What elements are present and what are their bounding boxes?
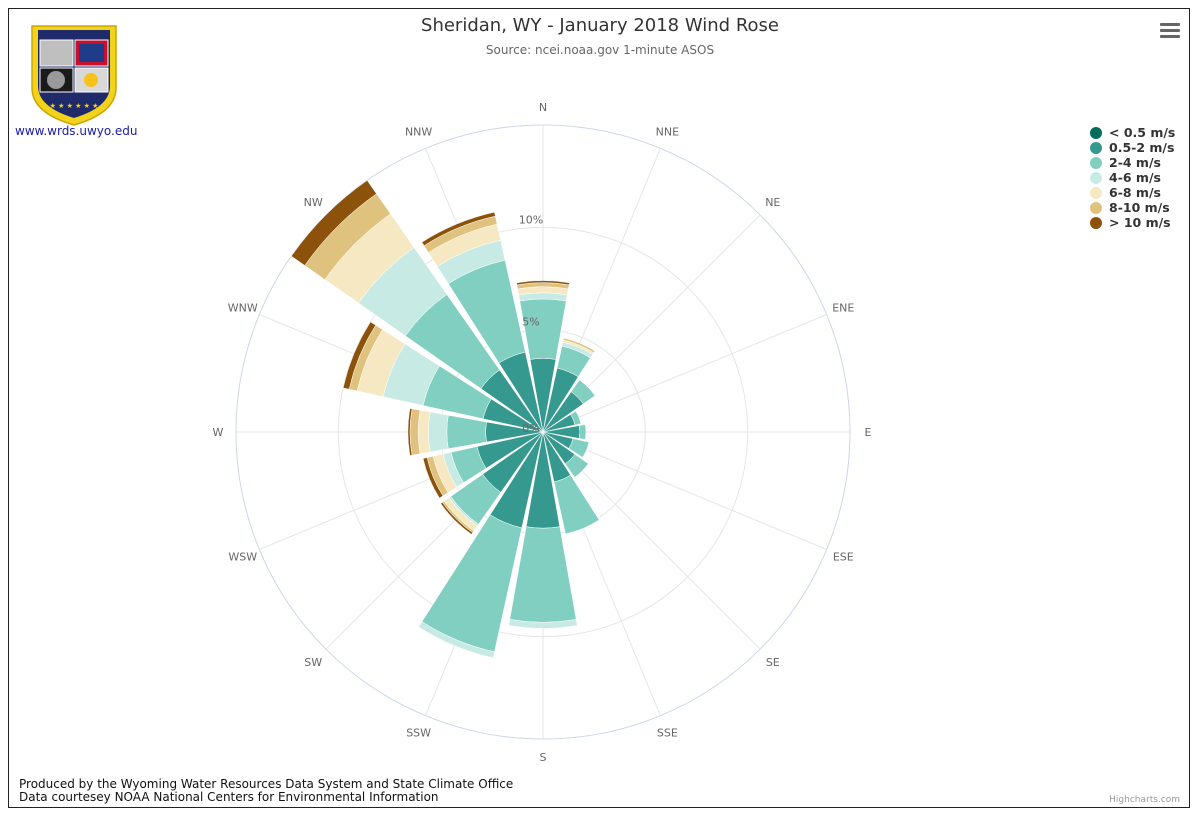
site-link[interactable]: www.wrds.uwyo.edu (15, 124, 138, 138)
chart-frame (8, 8, 1190, 808)
legend-marker (1090, 171, 1102, 184)
direction-label-n: N (539, 101, 547, 114)
grid-spoke (542, 431, 827, 550)
sector-sse-series-2 (553, 474, 600, 535)
legend-item[interactable]: 8-10 m/s (1090, 200, 1175, 215)
direction-label-sse: SSE (657, 726, 678, 739)
legend-label: < 0.5 m/s (1109, 125, 1176, 140)
sector-nne-series-5 (562, 337, 596, 353)
legend-label: 6-8 m/s (1109, 185, 1161, 200)
sector-s-series-2 (509, 526, 577, 623)
direction-label-wsw: WSW (228, 550, 257, 563)
legend-marker (1090, 201, 1102, 214)
legend-item[interactable]: 4-6 m/s (1090, 170, 1175, 185)
radial-tick-label: 10% (519, 213, 543, 226)
legend-label: > 10 m/s (1109, 215, 1171, 230)
radial-tick-label: 0% (522, 422, 539, 435)
sector-ssw-series-3 (418, 621, 495, 659)
legend-marker (1090, 126, 1102, 139)
legend-marker (1090, 216, 1102, 229)
direction-label-s: S (540, 751, 547, 764)
footer-line-2: Data courtesey NOAA National Centers for… (19, 790, 439, 804)
sector-se-series-2 (564, 453, 589, 478)
direction-label-ese: ESE (833, 550, 854, 563)
legend-label: 8-10 m/s (1109, 200, 1170, 215)
legend-marker (1090, 156, 1102, 169)
direction-label-nnw: NNW (405, 126, 432, 139)
chart-title: Sheridan, WY - January 2018 Wind Rose (421, 15, 779, 36)
direction-label-w: W (213, 426, 224, 439)
sector-sw-series-6 (440, 501, 474, 535)
sector-e-series-2 (578, 424, 587, 440)
sector-ne-series-2 (570, 379, 596, 405)
climate-office-logo: ★ ★ ★ ★ ★ ★ (31, 25, 117, 126)
direction-label-nne: NNE (656, 126, 679, 139)
legend-item[interactable]: 0.5-2 m/s (1090, 140, 1175, 155)
legend-marker (1090, 186, 1102, 199)
direction-label-nw: NW (304, 196, 323, 209)
sector-n-series-2 (519, 298, 567, 360)
direction-label-ene: ENE (832, 302, 854, 315)
direction-label-ssw: SSW (406, 726, 431, 739)
sector-s-series-3 (508, 619, 578, 629)
legend-item[interactable]: > 10 m/s (1090, 215, 1175, 230)
direction-label-wnw: WNW (228, 302, 258, 315)
legend-label: 2-4 m/s (1109, 155, 1161, 170)
direction-label-e: E (865, 426, 872, 439)
legend: < 0.5 m/s 0.5-2 m/s 2-4 m/s 4-6 m/s 6-8 m/s 8… (1090, 125, 1175, 230)
footer-credits: Produced by the Wyoming Water Resources … (19, 778, 513, 804)
highcharts-credit[interactable]: Highcharts.com (1109, 795, 1180, 805)
legend-item[interactable]: < 0.5 m/s (1090, 125, 1175, 140)
direction-label-sw: SW (304, 656, 322, 669)
sector-w-series-2 (446, 414, 487, 450)
legend-label: 4-6 m/s (1109, 170, 1161, 185)
sector-n-series-6 (516, 280, 570, 286)
direction-label-se: SE (766, 656, 780, 669)
legend-item[interactable]: 6-8 m/s (1090, 185, 1175, 200)
sector-wnw-series-6 (342, 321, 377, 390)
radial-tick-label: 5% (522, 316, 539, 329)
legend-item[interactable]: 2-4 m/s (1090, 155, 1175, 170)
sector-ese-series-2 (568, 438, 590, 458)
svg-text:★ ★ ★ ★ ★ ★: ★ ★ ★ ★ ★ ★ (50, 102, 99, 110)
sector-w-series-4 (417, 409, 431, 455)
grid-spoke (542, 314, 827, 433)
sector-wsw-series-6 (422, 457, 444, 499)
legend-marker (1090, 141, 1102, 154)
hamburger-menu-icon[interactable] (1158, 20, 1182, 42)
chart-subtitle: Source: ncei.noaa.gov 1-minute ASOS (485, 43, 715, 57)
sector-nw-series-6 (291, 180, 377, 266)
sector-w-series-6 (407, 408, 413, 456)
legend-label: 0.5-2 m/s (1109, 140, 1175, 155)
sector-w-series-3 (428, 411, 449, 453)
footer-line-1: Produced by the Wyoming Water Resources … (19, 777, 514, 791)
sector-nnw-series-6 (421, 211, 496, 247)
sector-ene-series-2 (570, 410, 582, 426)
direction-label-ne: NE (765, 196, 780, 209)
